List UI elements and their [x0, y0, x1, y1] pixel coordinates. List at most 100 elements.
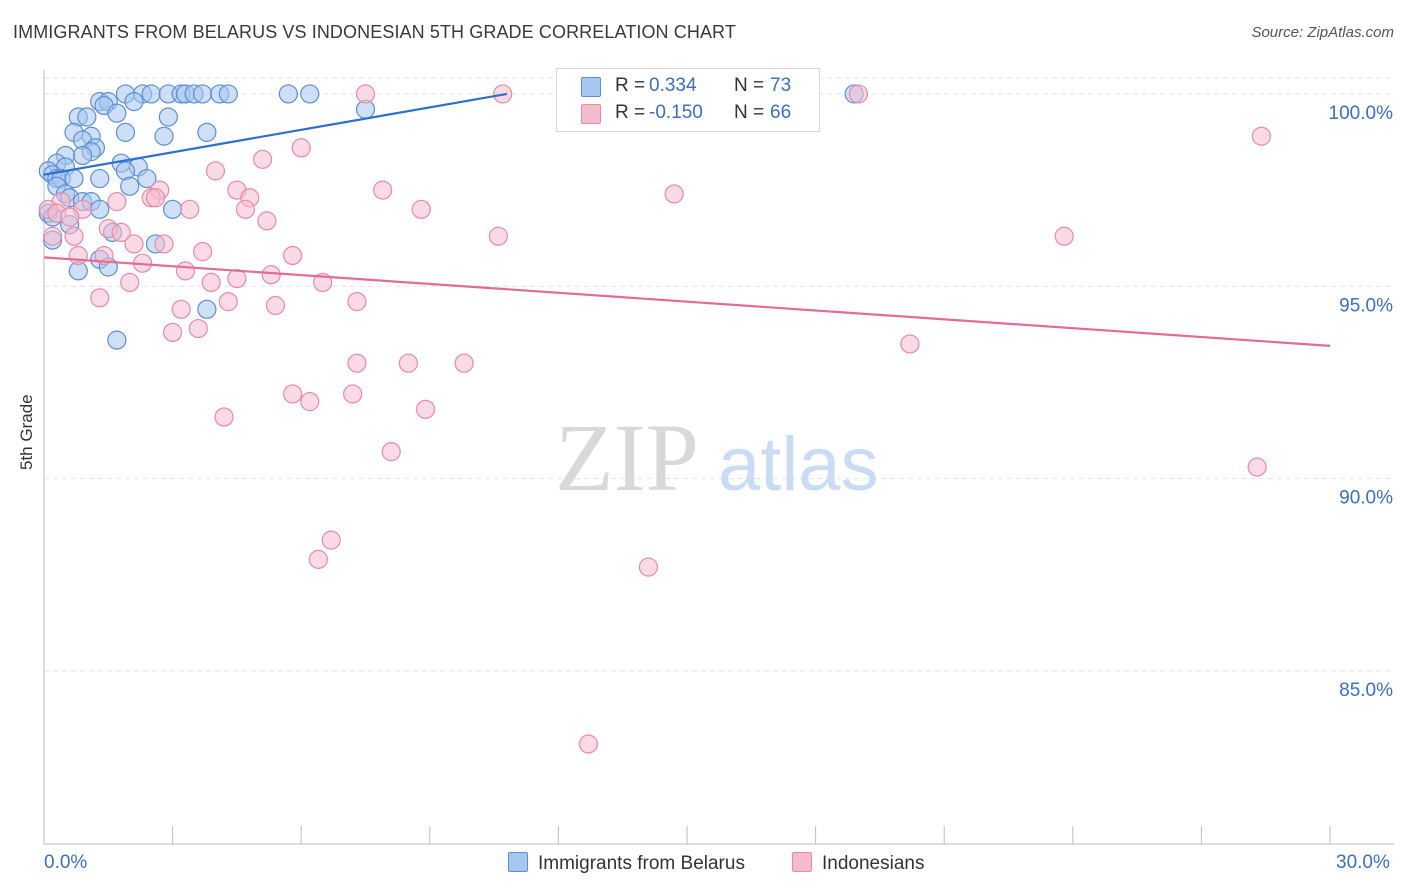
indonesian-point: [163, 322, 183, 343]
indonesian-point: [1247, 457, 1267, 477]
y-tick-label: 85.0%: [1339, 680, 1393, 701]
belarus-point: [90, 199, 110, 219]
indonesian-point: [265, 295, 286, 316]
indonesian-point: [68, 245, 88, 266]
belarus-point: [197, 299, 217, 319]
indonesian-point: [381, 442, 401, 462]
indonesian-point: [347, 292, 367, 312]
indonesian-point: [253, 149, 273, 169]
indonesian-point: [291, 138, 311, 158]
indonesian-point: [664, 184, 684, 204]
y-tick-label: 100.0%: [1329, 103, 1394, 124]
correlation-legend: R = 0.334 N = 73 R = -0.150 N = 66: [556, 68, 820, 132]
indonesian-point: [900, 334, 920, 354]
indonesian-point: [300, 392, 320, 412]
source-credit: Source: ZipAtlas.com: [1251, 24, 1394, 41]
watermark-zip: ZIP: [555, 404, 699, 511]
indonesian-point: [454, 353, 474, 373]
belarus-point: [154, 126, 174, 146]
legend-r-label: R =: [615, 75, 646, 96]
indonesian-point: [218, 292, 238, 312]
legend-swatch-indonesians: [581, 104, 601, 124]
indonesian-point: [398, 353, 418, 373]
y-tick-label: 95.0%: [1339, 295, 1393, 316]
watermark-atlas: atlas: [718, 422, 879, 507]
indonesian-point: [124, 234, 144, 254]
axes-layer: [43, 70, 1394, 845]
grid-layer: [44, 77, 1394, 672]
legend-r-label: R =: [615, 102, 646, 123]
indonesian-point: [64, 226, 84, 246]
x-axis-max-label: 30.0%: [1336, 852, 1390, 873]
legend-r-value: 0.334: [649, 75, 697, 96]
indonesian-point: [373, 180, 393, 200]
indonesian-point: [227, 268, 247, 289]
indonesian-point: [308, 549, 328, 569]
bottom-legend-label-indonesians: Indonesians: [822, 853, 925, 874]
belarus-point: [193, 84, 213, 104]
belarus-point: [137, 168, 157, 189]
indonesian-trend-line: [43, 256, 1331, 347]
indonesian-point: [578, 734, 599, 754]
chart-title: IMMIGRANTS FROM BELARUS VS INDONESIAN 5T…: [13, 22, 736, 42]
belarus-point: [141, 84, 161, 104]
indonesian-point: [638, 557, 659, 577]
indonesian-point: [283, 384, 303, 404]
belarus-point: [300, 84, 320, 104]
belarus-point: [115, 122, 136, 142]
belarus-point: [197, 122, 217, 142]
indonesian-point: [261, 265, 281, 285]
belarus-point: [120, 176, 140, 196]
indonesian-point: [848, 84, 869, 104]
watermark: ZIP atlas: [555, 404, 879, 511]
indonesian-point: [201, 272, 221, 293]
bottom-legend-indonesians: Indonesians: [792, 852, 924, 875]
indonesian-point: [111, 222, 131, 243]
trend-layer: [43, 92, 1331, 347]
belarus-point: [124, 92, 144, 112]
indonesian-point: [171, 299, 191, 319]
belarus-point: [218, 84, 238, 104]
indonesian-point: [355, 84, 376, 104]
indonesian-point: [120, 272, 140, 293]
indonesian-point: [205, 161, 226, 181]
belarus-point: [163, 199, 183, 219]
belarus-point: [278, 84, 298, 104]
y-tick-labels: 100.0% 95.0% 90.0% 85.0%: [1329, 103, 1394, 701]
belarus-point: [107, 330, 127, 350]
indonesian-point: [193, 242, 213, 262]
belarus-point: [77, 107, 97, 127]
belarus-trend-line: [43, 92, 508, 176]
belarus-point: [90, 168, 110, 189]
indonesian-point: [1251, 126, 1272, 146]
y-axis-label: 5th Grade: [17, 394, 36, 470]
bottom-legend-swatch-indonesians: [792, 852, 812, 872]
indonesian-point: [214, 407, 234, 427]
indonesian-point: [107, 192, 127, 212]
indonesian-point: [42, 226, 63, 246]
indonesian-point: [257, 211, 277, 231]
legend-n-value: 73: [770, 75, 792, 96]
legend-n-value: 66: [770, 102, 792, 123]
legend-n-label: N =: [734, 75, 765, 96]
indonesian-point: [145, 188, 166, 208]
indonesian-point: [347, 353, 367, 373]
legend-swatch-belarus: [581, 77, 601, 97]
indonesian-point: [188, 318, 208, 339]
indonesian-point: [94, 245, 114, 266]
indonesian-point: [488, 226, 508, 246]
indonesian-point: [154, 234, 174, 254]
bottom-legend-belarus: Immigrants from Belarus: [508, 852, 745, 875]
indonesian-point: [1054, 226, 1074, 246]
indonesian-point: [283, 245, 303, 266]
belarus-point: [72, 145, 93, 166]
legend-n-label: N =: [734, 102, 765, 123]
indonesian-point: [180, 199, 200, 219]
indonesian-point: [321, 530, 341, 550]
indonesian-point: [235, 199, 256, 219]
belarus-point: [158, 107, 178, 127]
points-layer: [38, 84, 1272, 754]
indonesian-point: [415, 399, 436, 419]
x-axis-min-label: 0.0%: [44, 852, 88, 873]
